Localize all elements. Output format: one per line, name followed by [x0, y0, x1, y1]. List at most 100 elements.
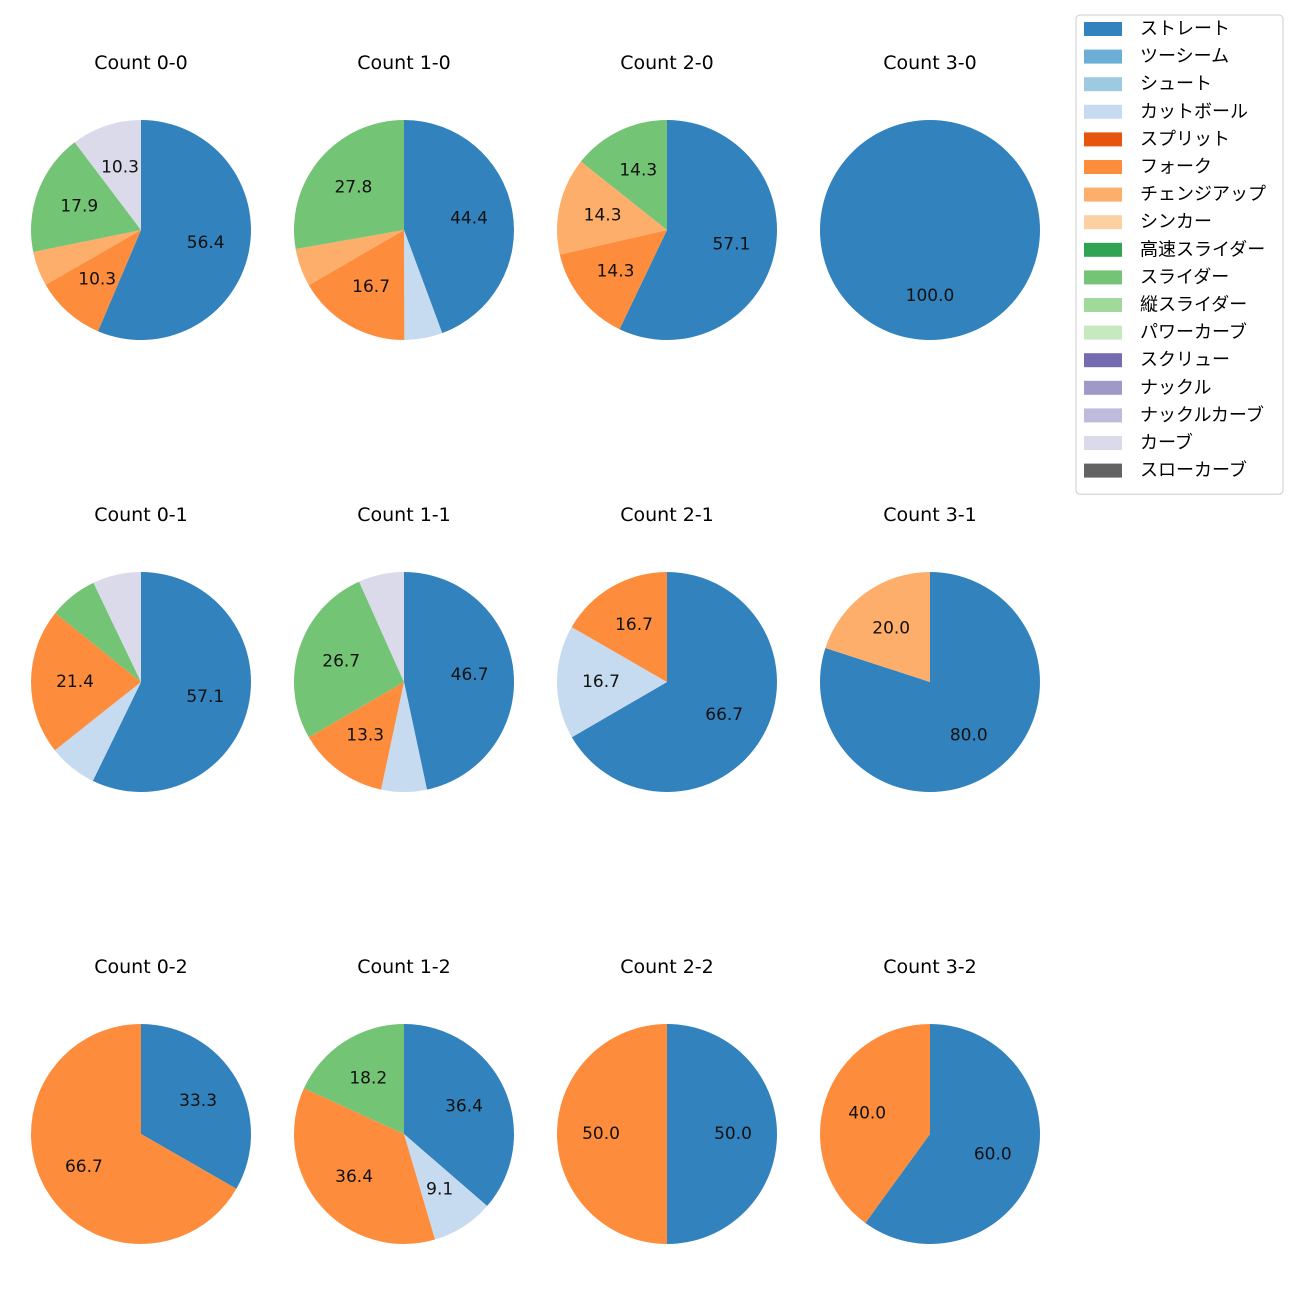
legend-label: 高速スライダー	[1140, 239, 1265, 260]
slice-label: 20.0	[872, 619, 910, 639]
legend-item: スライダー	[1084, 267, 1229, 288]
pie-slice	[404, 1024, 514, 1207]
legend-label: 縦スライダー	[1140, 295, 1247, 316]
legend-label: ナックルカーブ	[1140, 404, 1264, 426]
slice-label: 44.4	[450, 208, 488, 228]
slice-label: 10.3	[101, 157, 139, 177]
pie-slice	[31, 613, 141, 751]
pie-slice	[381, 682, 427, 793]
pie-slice	[308, 230, 405, 341]
legend-swatch	[1084, 104, 1122, 119]
slice-label: 18.2	[349, 1069, 387, 1089]
slice-label: 57.1	[712, 235, 750, 255]
legend-item: ストレート	[1084, 19, 1230, 40]
pie-slice	[97, 120, 251, 340]
slice-label: 56.4	[187, 233, 225, 253]
pie-slice	[55, 582, 141, 682]
slice-label: 10.3	[78, 269, 116, 289]
legend-item: カーブ	[1084, 432, 1193, 454]
slice-label: 33.3	[179, 1091, 217, 1111]
pie-slice	[92, 572, 252, 792]
pie-slice	[295, 230, 404, 286]
legend-item: カットボール	[1084, 101, 1248, 122]
pie-slice	[559, 230, 667, 330]
pie-slice	[557, 1024, 667, 1244]
pie-2: Count 1-0 44.4 16.7 27.8	[293, 52, 514, 341]
pie-title: Count 3-2	[883, 956, 977, 978]
pie-title: Count 3-0	[883, 52, 977, 74]
legend-label: ストレート	[1140, 19, 1230, 40]
pie-slice	[404, 230, 443, 340]
legend-label: チェンジアップ	[1140, 184, 1266, 205]
legend-item: スプリット	[1084, 129, 1230, 150]
pie-slice	[293, 119, 404, 250]
pie-slice	[619, 120, 778, 340]
pie-slice	[45, 230, 142, 332]
slice-label: 9.1	[426, 1180, 453, 1200]
legend-label: シュート	[1140, 74, 1212, 95]
legend-swatch	[1084, 436, 1122, 450]
pie-slice	[293, 581, 404, 738]
legend-item: パワーカーブ	[1084, 321, 1247, 343]
legend-label: スクリュー	[1140, 350, 1230, 371]
pie-6: Count 1-1 46.7 13.3 26.7	[293, 504, 515, 793]
legend-label: フォーク	[1140, 157, 1212, 178]
legend-swatch	[1084, 298, 1122, 312]
legend-swatch	[1084, 160, 1122, 174]
legend-label: シンカー	[1140, 212, 1212, 233]
pie-slice	[293, 1088, 435, 1244]
pie-8: Count 3-1 80.0 20.0	[819, 504, 1040, 792]
pie-11: Count 2-2 50.0 50.0	[557, 956, 777, 1244]
pie-slice	[865, 1024, 1040, 1244]
slice-label: 26.7	[322, 652, 360, 672]
legend-label: スローカーブ	[1140, 459, 1247, 481]
slice-label: 27.8	[334, 178, 372, 198]
legend-label: ナックル	[1140, 377, 1211, 398]
pie-slice	[556, 161, 667, 255]
slice-label: 66.7	[705, 705, 743, 725]
pie-slice	[303, 1023, 404, 1134]
pie-title: Count 0-2	[94, 956, 188, 978]
slice-label: 13.3	[346, 725, 384, 745]
slice-label: 16.7	[582, 672, 620, 692]
pie-slice	[74, 120, 141, 230]
legend-swatch	[1084, 77, 1122, 92]
pie-slice	[571, 572, 777, 792]
slice-label: 36.4	[335, 1167, 373, 1187]
pie-slice	[820, 120, 1040, 340]
slice-label: 50.0	[714, 1124, 752, 1144]
pie-12: Count 3-2 60.0 40.0	[819, 956, 1040, 1244]
pie-slice	[819, 572, 1040, 792]
legend-item: 縦スライダー	[1084, 295, 1247, 316]
legend-swatch	[1084, 132, 1122, 147]
legend-label: カットボール	[1140, 101, 1248, 122]
slice-label: 16.7	[615, 615, 653, 635]
pie-title: Count 1-0	[357, 52, 451, 74]
pie-slice	[359, 572, 404, 682]
pie-title: Count 0-0	[94, 52, 188, 74]
pie-slice	[580, 119, 667, 230]
slice-label: 21.4	[56, 672, 94, 692]
legend-frame	[1075, 14, 1284, 495]
legend-label: パワーカーブ	[1140, 321, 1247, 343]
legend-label: カーブ	[1140, 432, 1193, 454]
legend-item: ツーシーム	[1084, 46, 1229, 67]
slice-label: 14.3	[584, 205, 622, 225]
slice-label: 66.7	[65, 1157, 103, 1177]
slice-label: 14.3	[597, 261, 635, 281]
legend-swatch	[1084, 187, 1122, 202]
slice-label: 36.4	[445, 1097, 483, 1117]
pie-10: Count 1-2 36.4 9.1 36.4 18.2	[293, 956, 514, 1244]
legend-item: スクリュー	[1084, 350, 1230, 371]
pie-slice	[556, 627, 667, 738]
pie-5: Count 0-1 57.1 21.4	[31, 504, 252, 792]
pie-title: Count 2-0	[620, 52, 714, 74]
legend-swatch	[1084, 325, 1122, 340]
pie-title: Count 3-1	[883, 504, 977, 526]
pie-slice	[33, 230, 141, 285]
legend-swatch	[1084, 270, 1122, 285]
legend-swatch	[1084, 49, 1122, 64]
pie-slice	[404, 120, 514, 334]
slice-label: 16.7	[352, 277, 390, 297]
